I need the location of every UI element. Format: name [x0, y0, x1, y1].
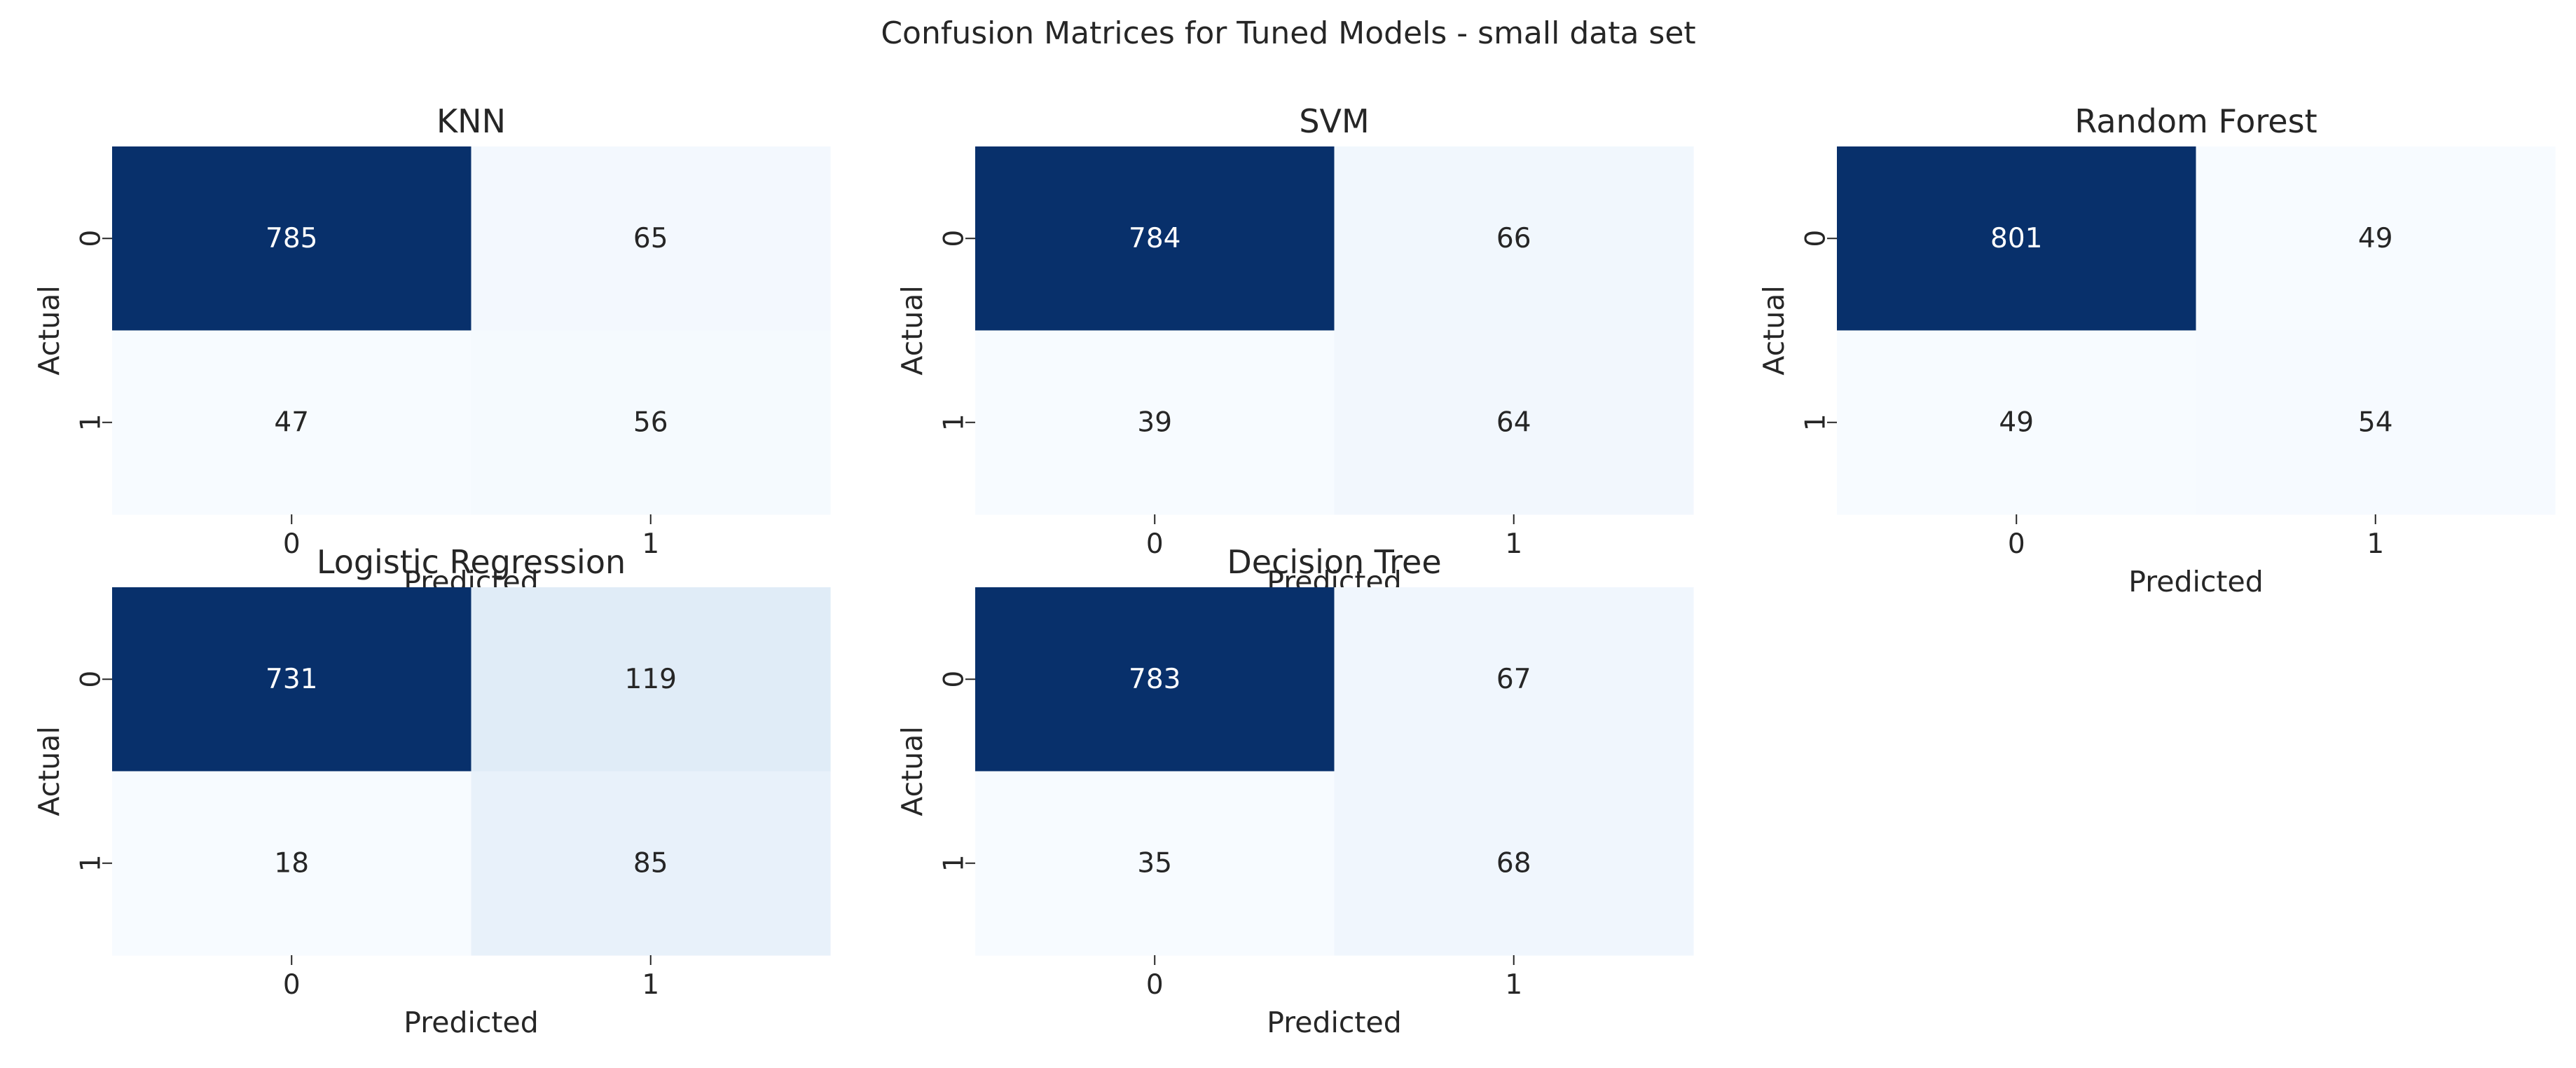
cell-value-label: 47 [274, 406, 309, 438]
cell-value-label: 784 [1129, 223, 1180, 254]
y-axis-label: Actual [1757, 285, 1791, 375]
y-tick-label: 1 [1800, 413, 1832, 431]
heatmap-cell [975, 587, 1335, 772]
x-tick-label: 1 [2367, 528, 2384, 560]
panel-title: Decision Tree [1227, 543, 1441, 581]
panel-title: Logistic Regression [317, 543, 626, 581]
heatmap-cell [1837, 146, 2197, 331]
heatmap-cell [112, 146, 472, 331]
y-tick-label: 1 [939, 854, 970, 872]
cell-value-label: 49 [2358, 223, 2393, 254]
cell-value-label: 56 [633, 406, 668, 438]
x-tick-label: 0 [2008, 528, 2025, 560]
cell-value-label: 731 [266, 664, 317, 695]
x-axis-label: Predicted [1267, 1006, 1401, 1039]
x-tick-label: 1 [642, 528, 659, 560]
y-tick-label: 1 [939, 413, 970, 431]
cell-value-label: 18 [274, 847, 309, 879]
heatmap-cell [1334, 330, 1694, 515]
cell-value-label: 119 [625, 664, 677, 695]
heatmap-panel: 783 67 35 68 Decision Tree 0 1 0 1 Predicted Actua… [895, 543, 1694, 1039]
y-axis-label: Actual [32, 285, 66, 375]
heatmap-cell [975, 771, 1335, 956]
panel-title: Random Forest [2074, 102, 2317, 140]
heatmap-panel: 801 49 49 54 Random Forest 0 1 0 1 Predicted Actua… [1757, 102, 2556, 598]
cell-value-label: 801 [1990, 223, 2042, 254]
y-tick-label: 1 [76, 854, 107, 872]
cell-value-label: 68 [1496, 847, 1531, 879]
y-tick-label: 0 [76, 230, 107, 247]
y-tick-label: 0 [1800, 230, 1832, 247]
x-tick-label: 1 [642, 969, 659, 1001]
heatmap-cell [975, 330, 1335, 515]
y-tick-label: 0 [939, 230, 970, 247]
cell-value-label: 67 [1496, 664, 1531, 695]
cell-value-label: 783 [1129, 664, 1180, 695]
cell-value-label: 64 [1496, 406, 1531, 438]
heatmap-cell [2196, 146, 2556, 331]
cell-value-label: 66 [1496, 223, 1531, 254]
heatmap-cell [471, 146, 831, 331]
heatmap-cell [471, 587, 831, 772]
heatmap-cell [2196, 330, 2556, 515]
panel-title: KNN [436, 102, 506, 140]
heatmap-cell [112, 587, 472, 772]
heatmap-cell [1334, 771, 1694, 956]
y-tick-label: 0 [939, 671, 970, 688]
heatmap-cell [112, 330, 472, 515]
heatmap-cell [1837, 330, 2197, 515]
cell-value-label: 785 [266, 223, 317, 254]
x-tick-label: 0 [1146, 528, 1164, 560]
cell-value-label: 65 [633, 223, 668, 254]
heatmap-panel: 731 119 18 85 Logistic Regression 0 1 0 1 Predict… [32, 543, 831, 1039]
x-axis-label: Predicted [404, 1006, 538, 1039]
y-axis-label: Actual [895, 285, 929, 375]
y-tick-label: 1 [76, 413, 107, 431]
x-tick-label: 0 [283, 528, 301, 560]
cell-value-label: 54 [2358, 406, 2393, 438]
x-tick-label: 1 [1505, 528, 1522, 560]
y-axis-label: Actual [895, 726, 929, 816]
x-tick-label: 0 [283, 969, 301, 1001]
heatmap-cell [471, 330, 831, 515]
cell-value-label: 39 [1137, 406, 1172, 438]
heatmap-cell [1334, 146, 1694, 331]
figure-title: Confusion Matrices for Tuned Models - sm… [881, 15, 1695, 51]
x-tick-label: 1 [1505, 969, 1522, 1001]
heatmap-cell [471, 771, 831, 956]
y-axis-label: Actual [32, 726, 66, 816]
heatmap-cell [1334, 587, 1694, 772]
cell-value-label: 49 [1999, 406, 2034, 438]
y-tick-label: 0 [76, 671, 107, 688]
panel-title: SVM [1299, 102, 1369, 140]
heatmap-cell [112, 771, 472, 956]
x-axis-label: Predicted [2128, 565, 2263, 598]
heatmap-cell [975, 146, 1335, 331]
cell-value-label: 35 [1137, 847, 1172, 879]
panels: 785 65 47 56 KNN 0 1 0 1 Predicted Actual 784 66 39 64… [32, 102, 2556, 1039]
x-tick-label: 0 [1146, 969, 1164, 1001]
cell-value-label: 85 [633, 847, 668, 879]
